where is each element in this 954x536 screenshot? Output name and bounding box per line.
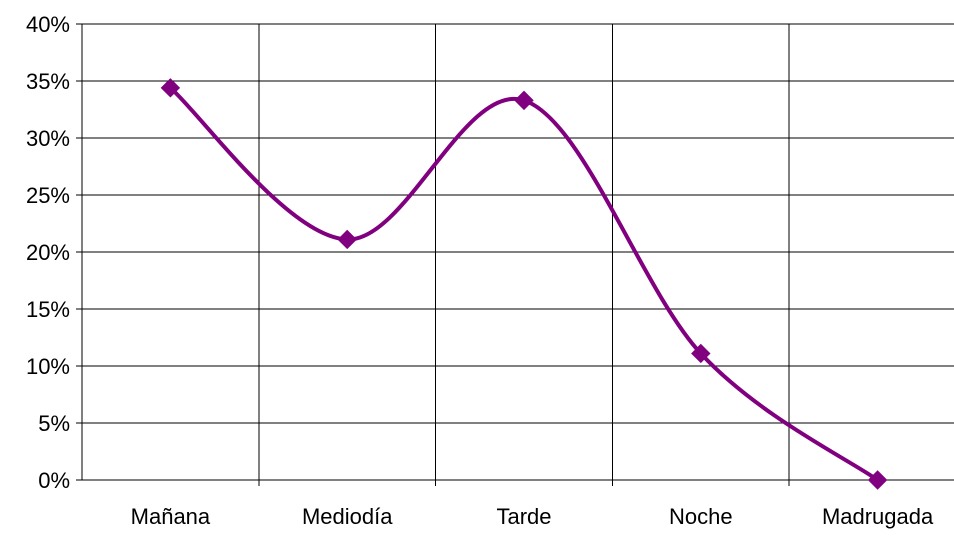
series-line (168, 85, 880, 482)
y-tick-label: 30% (26, 126, 70, 151)
series-layer (160, 78, 888, 490)
y-tick-label: 35% (26, 69, 70, 94)
data-point-marker (514, 90, 534, 111)
y-tick-label: 5% (38, 411, 70, 436)
y-tick-label: 25% (26, 183, 70, 208)
data-point-marker (867, 470, 888, 490)
x-tick-label: Mediodía (302, 504, 393, 529)
y-tick-label: 0% (38, 468, 70, 493)
grid-layer (76, 23, 954, 486)
x-tick-label: Noche (669, 504, 733, 529)
x-tick-label: Tarde (496, 504, 551, 529)
data-point-marker (691, 343, 711, 364)
data-point-marker (160, 78, 181, 98)
x-tick-label: Madrugada (822, 504, 934, 529)
y-tick-label: 20% (26, 240, 70, 265)
data-point-marker (337, 229, 357, 250)
y-tick-label: 10% (26, 354, 70, 379)
y-tick-label: 15% (26, 297, 70, 322)
axis-layer: 0% 5% 10% 15% 20% 25% 30% 35% 40% Mañana Mediodía T… (26, 12, 934, 529)
x-tick-label: Mañana (131, 504, 211, 529)
y-tick-label: 40% (26, 12, 70, 37)
